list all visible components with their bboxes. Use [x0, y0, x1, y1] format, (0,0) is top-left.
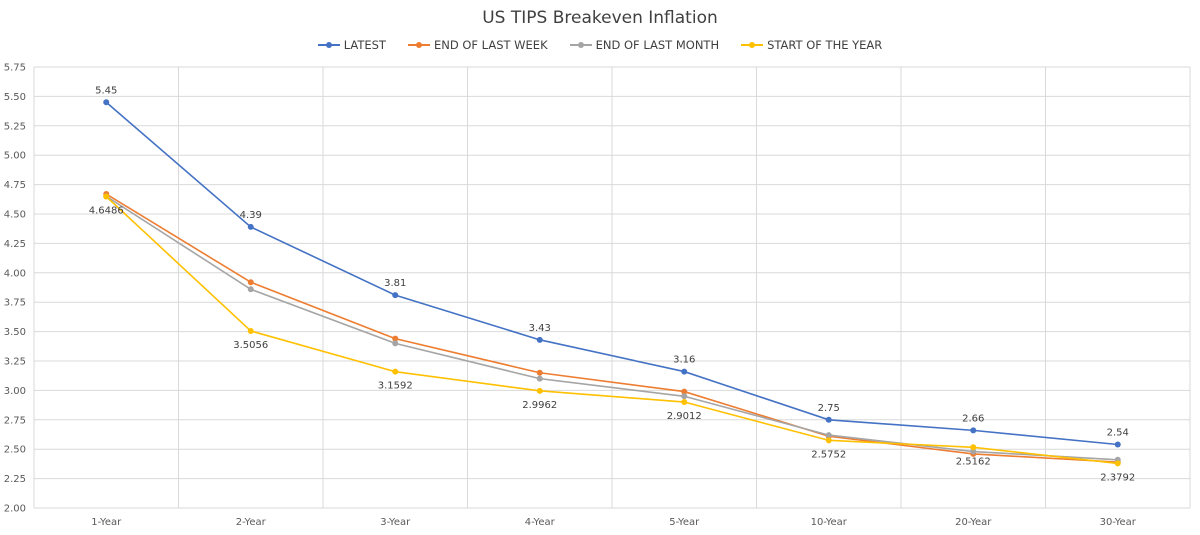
- data-point: [247, 223, 254, 230]
- data-point: [247, 327, 254, 334]
- data-point: [536, 336, 543, 343]
- legend-item: LATEST: [317, 38, 386, 52]
- y-tick-label: 4.75: [4, 180, 26, 191]
- data-label: 3.81: [384, 278, 406, 289]
- x-tick-label: 3-Year: [380, 517, 411, 528]
- data-point: [392, 292, 399, 299]
- data-label: 4.6486: [89, 206, 124, 217]
- data-point: [970, 444, 977, 451]
- data-label: 5.45: [95, 85, 117, 96]
- y-tick-label: 4.00: [4, 268, 26, 279]
- data-point: [536, 387, 543, 394]
- legend-swatch: [317, 40, 340, 50]
- y-tick-label: 2.75: [4, 415, 26, 426]
- x-tick-label: 5-Year: [669, 517, 700, 528]
- y-tick-label: 3.00: [4, 386, 26, 397]
- legend-item: START OF THE YEAR: [741, 38, 882, 52]
- legend-item: END OF LAST MONTH: [569, 38, 720, 52]
- x-tick-label: 10-Year: [811, 517, 848, 528]
- data-label: 2.75: [818, 403, 840, 414]
- y-tick-label: 2.25: [4, 474, 26, 485]
- data-label: 4.39: [240, 210, 262, 221]
- y-tick-label: 3.25: [4, 357, 26, 368]
- legend-swatch: [407, 40, 430, 50]
- data-label: 3.43: [529, 323, 551, 334]
- data-label: 2.66: [962, 413, 984, 424]
- data-point: [247, 279, 254, 286]
- legend-item: END OF LAST WEEK: [407, 38, 548, 52]
- data-point: [103, 99, 110, 106]
- data-point: [392, 368, 399, 375]
- x-tick-label: 1-Year: [91, 517, 122, 528]
- y-tick-label: 5.75: [4, 63, 26, 74]
- x-tick-label: 20-Year: [955, 517, 992, 528]
- x-tick-label: 2-Year: [236, 517, 267, 528]
- data-label: 3.5056: [233, 340, 268, 351]
- data-label: 3.1592: [378, 381, 413, 392]
- y-tick-label: 5.00: [4, 151, 26, 162]
- x-tick-label: 30-Year: [1100, 517, 1137, 528]
- data-label: 2.5162: [956, 456, 991, 467]
- data-label: 2.54: [1107, 427, 1129, 438]
- data-point: [392, 340, 399, 347]
- y-tick-label: 3.75: [4, 298, 26, 309]
- data-point: [392, 335, 399, 342]
- series-line-1: [105, 193, 1118, 463]
- data-point: [825, 432, 832, 439]
- legend-label: END OF LAST MONTH: [595, 38, 720, 52]
- chart-title: US TIPS Breakeven Inflation: [482, 8, 718, 28]
- data-point: [681, 393, 688, 400]
- y-tick-label: 3.50: [4, 327, 26, 338]
- data-point: [681, 368, 688, 375]
- data-point: [970, 448, 977, 455]
- data-point: [247, 286, 254, 293]
- data-point: [1114, 460, 1121, 467]
- data-point: [536, 375, 543, 382]
- data-label: 2.3792: [1100, 472, 1135, 483]
- series-line-0: [105, 101, 1118, 446]
- data-label: 2.9012: [667, 411, 702, 422]
- series-line-3: [105, 195, 1118, 465]
- data-point: [536, 369, 543, 376]
- legend-label: END OF LAST WEEK: [433, 38, 548, 52]
- data-point: [825, 416, 832, 423]
- legend-label: START OF THE YEAR: [767, 38, 883, 52]
- data-label: 2.5752: [811, 449, 846, 460]
- data-point: [681, 399, 688, 406]
- data-point: [681, 388, 688, 395]
- data-point: [825, 437, 832, 444]
- y-tick-label: 4.50: [4, 210, 26, 221]
- data-label: 3.16: [673, 355, 695, 366]
- data-point: [1114, 441, 1121, 448]
- x-tick-label: 4-Year: [525, 517, 556, 528]
- data-label: 2.9962: [522, 400, 557, 411]
- data-point: [970, 427, 977, 434]
- legend-swatch: [741, 40, 764, 50]
- y-tick-label: 2.50: [4, 445, 26, 456]
- series-line-2: [105, 195, 1118, 461]
- y-tick-label: 4.25: [4, 239, 26, 250]
- y-tick-label: 5.25: [4, 121, 26, 132]
- y-tick-label: 5.50: [4, 92, 26, 103]
- legend-swatch: [569, 40, 592, 50]
- y-tick-label: 2.00: [4, 504, 26, 515]
- data-point: [103, 193, 110, 200]
- legend-label: LATEST: [343, 38, 386, 52]
- legend: LATEST END OF LAST WEEK END OF LAST MONTH S…: [0, 38, 1200, 52]
